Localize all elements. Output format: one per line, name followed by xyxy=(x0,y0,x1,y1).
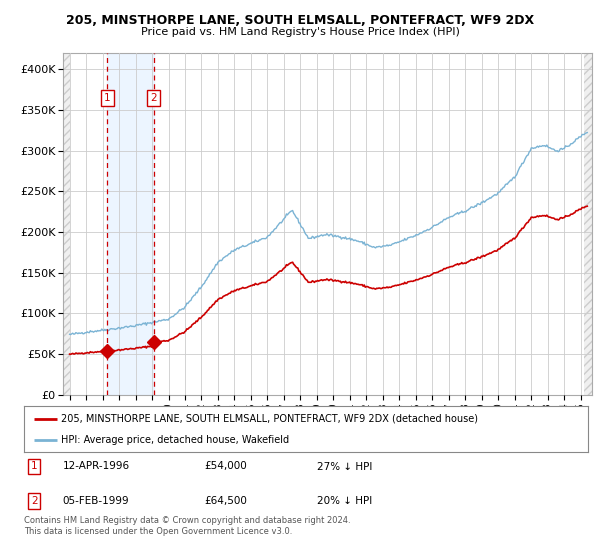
Text: Price paid vs. HM Land Registry's House Price Index (HPI): Price paid vs. HM Land Registry's House … xyxy=(140,27,460,37)
Bar xyxy=(584,53,592,395)
Text: 2: 2 xyxy=(150,93,157,103)
Text: 205, MINSTHORPE LANE, SOUTH ELMSALL, PONTEFRACT, WF9 2DX: 205, MINSTHORPE LANE, SOUTH ELMSALL, PON… xyxy=(66,14,534,27)
Text: Contains HM Land Registry data © Crown copyright and database right 2024.
This d: Contains HM Land Registry data © Crown c… xyxy=(24,516,350,536)
Text: 05-FEB-1999: 05-FEB-1999 xyxy=(62,496,129,506)
Text: £64,500: £64,500 xyxy=(205,496,247,506)
Text: 27% ↓ HPI: 27% ↓ HPI xyxy=(317,461,373,472)
Bar xyxy=(107,53,154,395)
Text: £54,000: £54,000 xyxy=(205,461,247,472)
Text: 205, MINSTHORPE LANE, SOUTH ELMSALL, PONTEFRACT, WF9 2DX (detached house): 205, MINSTHORPE LANE, SOUTH ELMSALL, PON… xyxy=(61,414,478,424)
Text: 1: 1 xyxy=(104,93,110,103)
Bar xyxy=(63,53,70,395)
Text: 12-APR-1996: 12-APR-1996 xyxy=(62,461,130,472)
Text: 2: 2 xyxy=(31,496,37,506)
Text: 20% ↓ HPI: 20% ↓ HPI xyxy=(317,496,373,506)
Text: HPI: Average price, detached house, Wakefield: HPI: Average price, detached house, Wake… xyxy=(61,436,289,445)
Text: 1: 1 xyxy=(31,461,37,472)
